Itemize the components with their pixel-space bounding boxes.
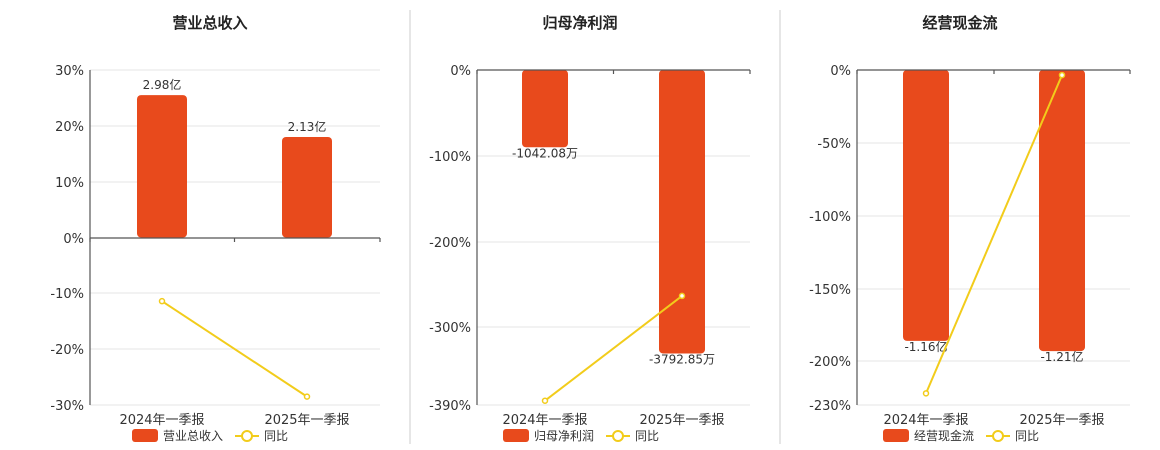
y-tick-label: -100%	[429, 150, 471, 165]
bar	[659, 70, 705, 354]
bar	[137, 95, 187, 238]
legend-label: 经营现金流	[914, 428, 974, 443]
y-tick-label: -100%	[809, 210, 851, 225]
legend-label: 同比	[264, 429, 288, 443]
bar	[903, 70, 949, 341]
y-tick-label: 10%	[55, 176, 84, 191]
legend-line-marker	[992, 430, 1004, 442]
y-tick-label: 0%	[830, 64, 851, 79]
bar-data-label: 2.13亿	[288, 119, 327, 134]
x-category-label: 2025年一季报	[639, 413, 724, 428]
y-tick-label: -50%	[817, 137, 851, 152]
yoy-point	[303, 393, 311, 400]
bar	[522, 70, 568, 148]
legend-label: 归母净利润	[534, 429, 594, 443]
y-tick-label: 0%	[450, 64, 471, 79]
y-tick-label: -390%	[429, 399, 471, 414]
y-tick-label: -200%	[809, 355, 851, 370]
yoy-point	[1058, 71, 1066, 79]
y-tick-label: -300%	[429, 321, 471, 336]
bar-data-label: -1042.08万	[512, 146, 578, 160]
legend-line-marker	[612, 430, 624, 442]
legend-bar-swatch	[503, 429, 529, 442]
bar-data-label: 2.98亿	[143, 77, 182, 92]
bar	[282, 137, 332, 238]
bar	[1039, 70, 1085, 352]
bar-data-label: -1.16亿	[904, 339, 947, 354]
yoy-point	[541, 397, 549, 404]
legend-label: 同比	[635, 429, 659, 443]
x-category-label: 2025年一季报	[264, 413, 349, 428]
legend-bar-swatch	[883, 429, 909, 442]
x-category-label: 2025年一季报	[1019, 413, 1104, 428]
yoy-line	[161, 300, 308, 398]
chart-title: 经营现金流	[922, 14, 997, 32]
y-tick-label: -230%	[809, 399, 851, 414]
y-tick-label: 0%	[63, 232, 84, 247]
y-tick-label: -150%	[809, 283, 851, 298]
yoy-point	[158, 297, 166, 305]
yoy-point	[678, 292, 686, 300]
y-tick-label: -200%	[429, 236, 471, 251]
x-category-label: 2024年一季报	[502, 413, 587, 428]
yoy-line	[544, 295, 683, 402]
legend-bar-swatch	[132, 429, 158, 442]
yoy-point	[922, 390, 930, 397]
y-tick-label: -20%	[50, 343, 84, 358]
legend-line-marker	[241, 430, 253, 442]
bar-data-label: -3792.85万	[649, 352, 715, 366]
chart-title: 归母净利润	[542, 14, 617, 32]
legend-label: 营业总收入	[163, 429, 223, 443]
legend-label: 同比	[1015, 429, 1039, 443]
y-tick-label: 30%	[55, 64, 84, 79]
bar-data-label: -1.21亿	[1040, 349, 1083, 364]
x-category-label: 2024年一季报	[119, 413, 204, 428]
chart-title: 营业总收入	[172, 14, 247, 32]
yoy-line	[925, 74, 1063, 394]
y-tick-label: 20%	[55, 120, 84, 135]
y-tick-label: -30%	[50, 399, 84, 414]
x-category-label: 2024年一季报	[883, 413, 968, 428]
y-tick-label: -10%	[50, 287, 84, 302]
